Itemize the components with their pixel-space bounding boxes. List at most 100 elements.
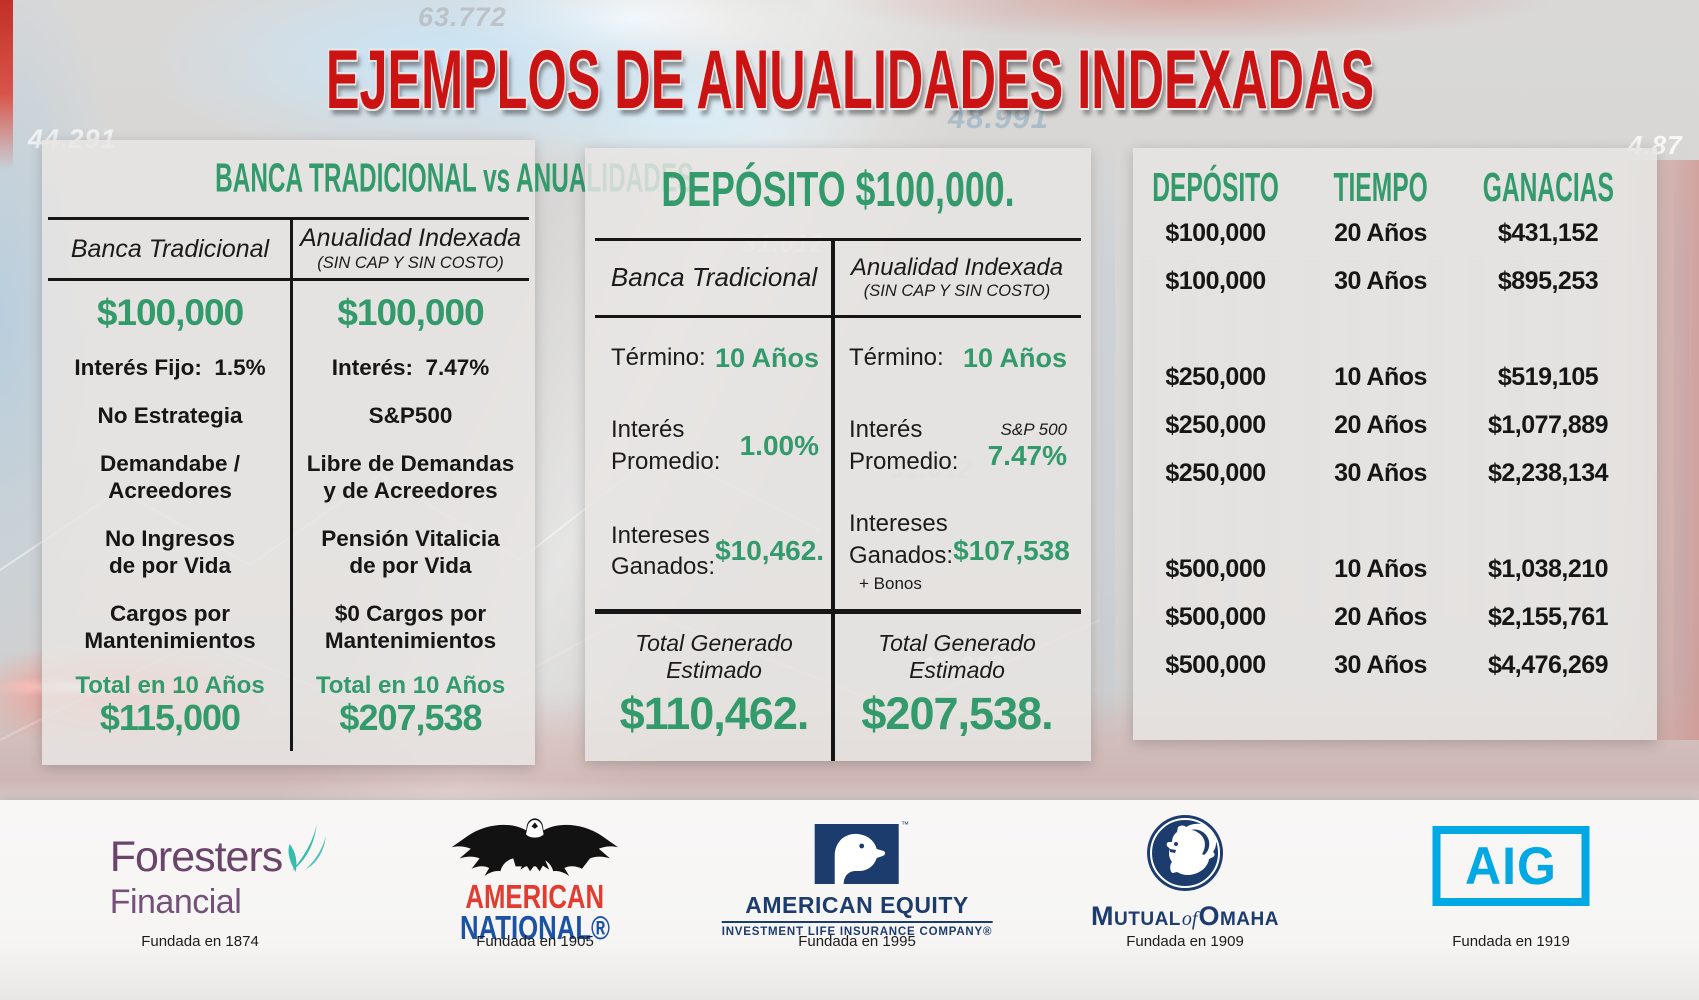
- table-row: Cargos por Mantenimientos $0 Cargos por …: [48, 590, 529, 665]
- table-row: $250,000 10 Años $519,105: [1133, 353, 1633, 401]
- total-value: $115,000: [99, 697, 241, 739]
- mutual-of-omaha-chief-icon: [1147, 815, 1223, 891]
- term-label: Término:: [849, 344, 944, 372]
- deposit-table: Banca Tradicional Anualidad Indexada (SI…: [595, 238, 1081, 761]
- bonus-note: + Bonos: [859, 573, 922, 593]
- time-cell: 30 Años: [1334, 458, 1427, 487]
- generated-total-value: $110,462.: [619, 688, 810, 739]
- deposit-panel: DEPÓSITO $100,000. Banca Tradicional Anu…: [585, 148, 1091, 761]
- deposit-amount: $100,000: [337, 292, 484, 333]
- total-label: Total en 10 Años: [315, 671, 506, 699]
- american-equity-wordmark: AMERICAN EQUITY: [721, 892, 993, 923]
- table-divider: [290, 217, 293, 751]
- american-national-line2: NATIONAL®: [459, 909, 611, 947]
- income-cell: Pensión Vitalicia de por Vida: [321, 525, 500, 578]
- table-rule-thick: [595, 609, 1081, 614]
- deposit-cell: $250,000: [1165, 410, 1266, 439]
- time-cell: 30 Años: [1334, 266, 1427, 295]
- mutual-of-omaha-wordmark: MutualofOmaha: [1091, 901, 1279, 931]
- foresters-wordmark: Foresters: [109, 833, 284, 881]
- american-equity-logo: ™ AMERICAN EQUITY INVESTMENT LIFE INSURA…: [721, 820, 993, 938]
- table-row: $500,000 10 Años $1,038,210: [1133, 545, 1633, 593]
- american-national-logo: AMERICAN NATIONAL®: [439, 812, 631, 947]
- foresters-sub-wordmark: Financial: [109, 883, 242, 921]
- gain-cell: $1,077,889: [1487, 410, 1609, 439]
- table-totals-row: Total en 10 Años $115,000 Total en 10 Añ…: [48, 665, 529, 745]
- mutual-of-omaha-logo: MutualofOmaha: [1091, 814, 1279, 932]
- table-row: $100,000 $100,000: [48, 281, 529, 345]
- earned-value: $107,538: [953, 535, 1070, 566]
- deposit-cell: $500,000: [1165, 554, 1266, 583]
- total-value: $207,538: [339, 697, 482, 739]
- deposit-cell: $250,000: [1165, 458, 1266, 487]
- comparison-table: Banca Tradicional Anualidad Indexada (SI…: [48, 217, 529, 751]
- liability-cell: Demandabe / Acreedores: [99, 450, 241, 503]
- header-deposito: DEPÓSITO: [1152, 164, 1279, 210]
- gain-cell: $431,152: [1497, 218, 1599, 247]
- table-header-row: Banca Tradicional Anualidad Indexada (SI…: [48, 220, 529, 278]
- aig-wordmark: AIG: [1465, 836, 1557, 896]
- fees-cell: $0 Cargos por Mantenimientos: [324, 600, 497, 653]
- earned-label: Intereses Ganados:: [611, 521, 716, 580]
- aig-logo-box: AIG: [1432, 826, 1590, 906]
- term-value: 10 Años: [714, 342, 819, 373]
- column-header-anualidad: Anualidad Indexada: [299, 224, 522, 253]
- aig-logo: AIG: [1432, 826, 1590, 906]
- fees-cell: Cargos por Mantenimientos: [84, 600, 256, 653]
- gain-cell: $895,253: [1497, 266, 1599, 295]
- comparison-panel: BANCA TRADICIONAL vs ANUALIDADES Banca T…: [42, 140, 693, 765]
- term-label: Término:: [611, 344, 706, 372]
- liability-cell: Libre de Demandas y de Acreedores: [306, 450, 515, 503]
- income-cell: No Ingresos de por Vida: [104, 525, 236, 578]
- table-row: $250,000 30 Años $2,238,134: [1133, 449, 1633, 497]
- growth-table-body: $100,000 20 Años $431,152 $100,000 30 Añ…: [1133, 209, 1633, 689]
- generated-total-label: Total Generado Estimado: [878, 630, 1036, 683]
- generated-total-value: $207,538.: [861, 688, 1053, 739]
- founded-label: Fundada en 1909: [1126, 933, 1244, 950]
- deposit-cell: $100,000: [1165, 218, 1266, 247]
- deposit-amount: $100,000: [96, 292, 244, 333]
- sp500-note: S&P 500: [1000, 419, 1067, 439]
- column-header-banca: Banca Tradicional: [610, 262, 818, 293]
- column-subheader: (SIN CAP Y SIN COSTO): [317, 253, 504, 272]
- interest-cell: Interés Fijo: 1.5%: [74, 355, 266, 381]
- deposit-cell: $250,000: [1165, 362, 1266, 391]
- american-national-line1: AMERICAN: [465, 878, 605, 915]
- time-cell: 20 Años: [1334, 218, 1427, 247]
- time-cell: 30 Años: [1334, 650, 1427, 679]
- table-rule: [48, 278, 529, 281]
- page-title: EJEMPLOS DE ANUALIDADES INDEXADAS: [325, 33, 1374, 126]
- interest-value: 1.00%: [739, 429, 819, 461]
- column-header-anualidad: Anualidad Indexada: [850, 253, 1064, 281]
- founded-label: Fundada en 1905: [476, 933, 594, 950]
- deposit-cell: $500,000: [1165, 602, 1266, 631]
- interest-cell: Interés: 7.47%: [331, 355, 490, 381]
- background-watermark: 63.772: [418, 2, 507, 32]
- time-cell: 20 Años: [1334, 410, 1427, 439]
- interest-value: 7.47%: [987, 439, 1067, 471]
- table-row: No Estrategia S&P500: [48, 392, 529, 440]
- header-tiempo: TIEMPO: [1333, 164, 1428, 210]
- earned-value: $10,462.: [715, 535, 825, 566]
- gain-cell: $2,155,761: [1487, 602, 1609, 631]
- total-label: Total en 10 Años: [75, 671, 265, 699]
- foresters-logo: Foresters Financial: [109, 824, 326, 921]
- deposit-cell: $100,000: [1165, 266, 1266, 295]
- american-equity-eagle-icon: ™: [815, 820, 909, 884]
- table-row: $100,000 20 Años $431,152: [1133, 209, 1633, 257]
- strategy-cell: No Estrategia: [97, 402, 243, 428]
- deposit-cell: $500,000: [1165, 650, 1266, 679]
- table-rule: [595, 315, 1081, 318]
- table-row: $500,000 30 Años $4,476,269: [1133, 641, 1633, 689]
- gain-cell: $1,038,210: [1487, 554, 1609, 583]
- founded-label: Fundada en 1919: [1452, 933, 1570, 950]
- foresters-spark-icon: [288, 824, 326, 872]
- term-value: 10 Años: [962, 342, 1067, 373]
- gain-cell: $4,476,269: [1487, 650, 1609, 679]
- table-row: Demandabe / Acreedores Libre de Demandas…: [48, 440, 529, 515]
- deposit-panel-title: DEPÓSITO $100,000.: [661, 163, 1015, 217]
- table-spacer: [1133, 305, 1633, 353]
- growth-table-panel: DEPÓSITO TIEMPO GANACIAS $100,000 20 Año…: [1133, 148, 1657, 740]
- american-national-eagle-icon: [451, 818, 619, 876]
